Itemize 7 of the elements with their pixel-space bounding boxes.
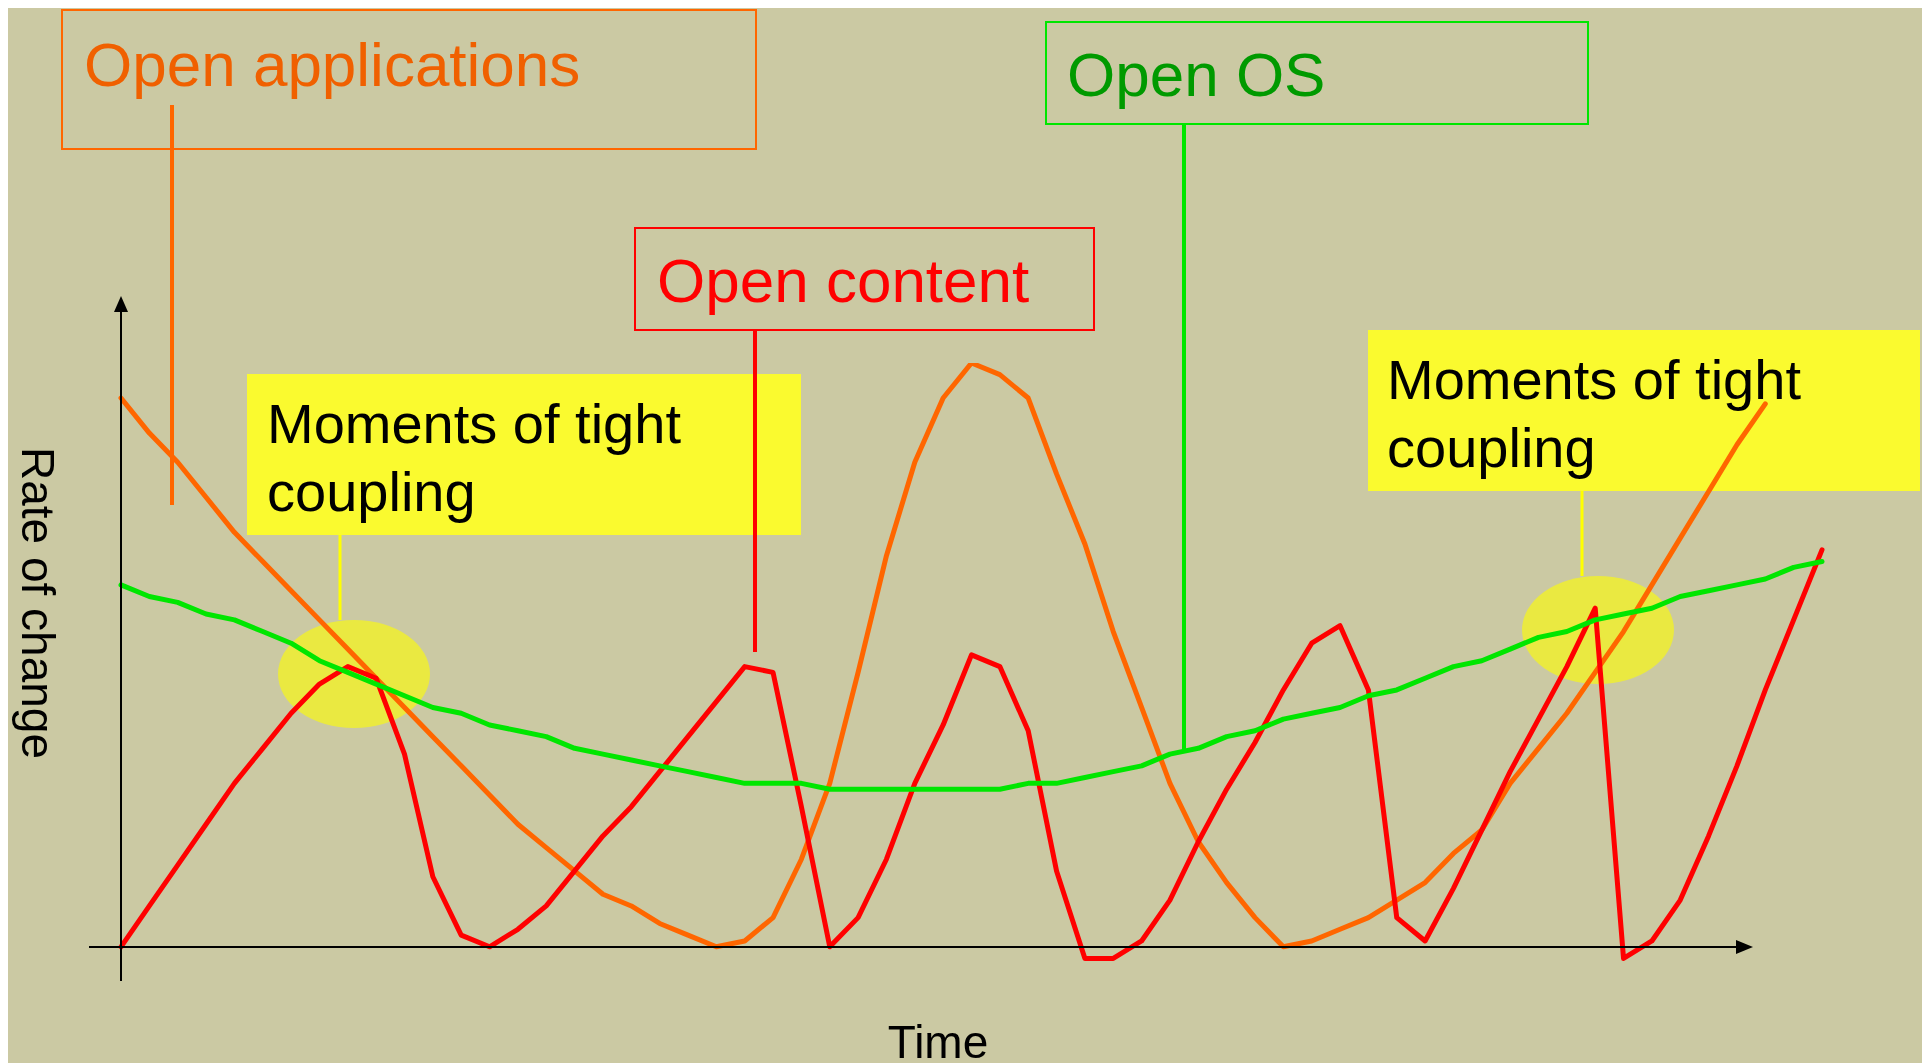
x-axis-title: Time xyxy=(887,1016,989,1063)
annotation: Moments of tight coupling xyxy=(267,392,682,523)
text: Open content xyxy=(657,246,1030,315)
text: Open OS xyxy=(1067,40,1326,109)
text: Open applications xyxy=(84,30,581,99)
annotation: Moments of tight coupling xyxy=(1387,348,1802,479)
y-axis-title: Rate of change xyxy=(12,446,64,760)
